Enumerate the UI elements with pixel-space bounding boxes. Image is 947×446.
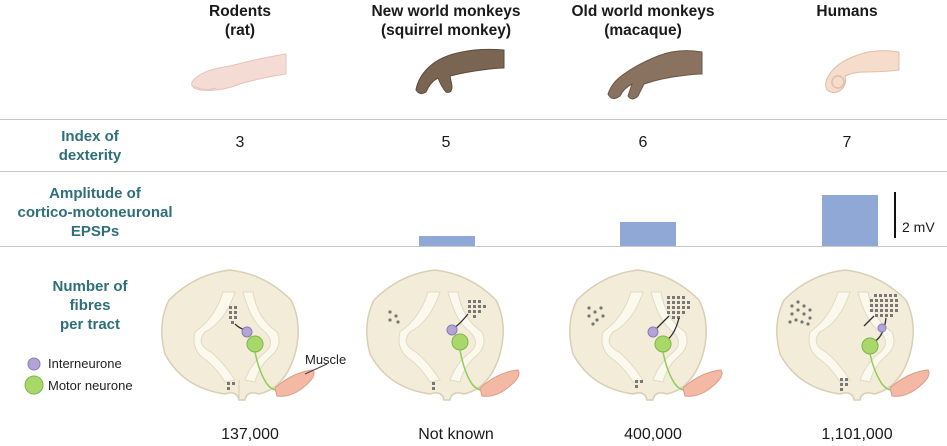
interneurone-legend-label: Interneurone [48, 356, 122, 371]
species-name: New world monkeys [371, 3, 521, 20]
motor-neurone-legend-label: Motor neurone [48, 378, 133, 393]
squirrel-monkey-hand-icon [415, 48, 505, 95]
fibre-count: Not known [418, 426, 494, 443]
row-label-line: Number of [52, 278, 128, 295]
row-label-line: dexterity [58, 147, 122, 164]
dexterity-value: 3 [235, 134, 245, 151]
spinal-cord-rodents [161, 269, 328, 401]
fibre-count: 137,000 [221, 426, 279, 443]
row-divider [0, 246, 947, 247]
row-divider [0, 119, 947, 120]
species-subname: (rat) [224, 22, 256, 39]
species-header-old-world-monkeys: Old world monkeys (macaque) [548, 2, 738, 40]
species-header-rodents: Rodents (rat) [145, 2, 335, 40]
scale-bar [894, 192, 896, 238]
species-subname: (macaque) [604, 22, 682, 39]
spinal-cord-humans [776, 269, 930, 401]
species-name: Rodents [209, 3, 271, 20]
fibre-count: 1,101,000 [821, 426, 893, 443]
species-subname: (squirrel monkey) [380, 22, 512, 39]
epsp-bar-new-world-monkeys [419, 236, 475, 246]
species-header-new-world-monkeys: New world monkeys (squirrel monkey) [351, 2, 541, 40]
row-label-line: cortico-motoneuronal [17, 204, 173, 221]
row-label-line: per tract [59, 316, 121, 333]
species-name: Old world monkeys [571, 3, 715, 20]
epsp-bar-humans [822, 195, 878, 246]
row-label-line: Amplitude of [49, 185, 141, 202]
dexterity-value: 7 [842, 134, 852, 151]
row-label-line: fibres [69, 297, 111, 314]
dexterity-value: 5 [441, 134, 451, 151]
row-label-dexterity: Index of dexterity [0, 127, 180, 165]
rat-paw-icon [191, 53, 287, 91]
muscle-label: Muscle [305, 352, 347, 367]
dexterity-value: 6 [638, 134, 648, 151]
spinal-cord-old-world-monkeys [569, 269, 723, 401]
motor-neurone-legend-icon [24, 375, 44, 395]
scale-bar-label: 2 mV [902, 219, 935, 235]
species-name: Humans [816, 3, 878, 20]
row-label-fibres: Number of fibres per tract [0, 277, 180, 334]
row-label-line: Index of [61, 128, 119, 145]
macaque-hand-icon [607, 50, 703, 100]
interneurone-legend-icon [27, 357, 41, 371]
row-divider [0, 171, 947, 172]
human-hand-icon [825, 50, 900, 94]
row-label-epsp: Amplitude of cortico-motoneuronal EPSPs [0, 184, 190, 241]
fibre-count: 400,000 [624, 426, 682, 443]
row-label-line: EPSPs [70, 223, 120, 240]
spinal-cord-new-world-monkeys [366, 269, 520, 401]
epsp-bar-old-world-monkeys [620, 222, 676, 246]
species-header-humans: Humans [752, 2, 942, 21]
